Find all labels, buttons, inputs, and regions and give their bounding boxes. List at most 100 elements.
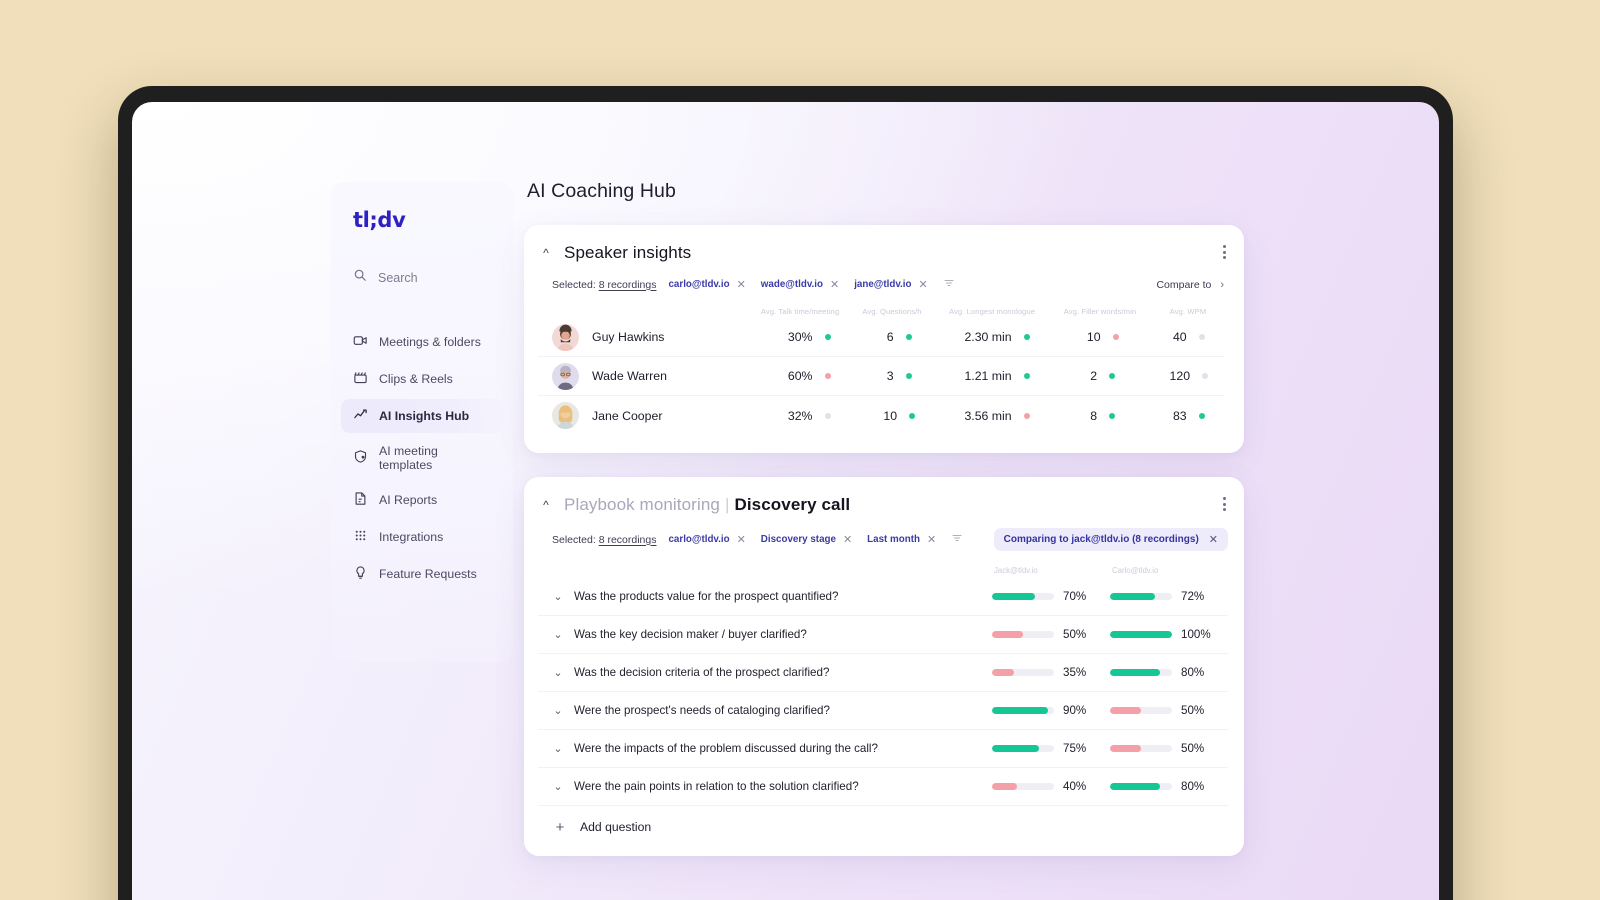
playbook-title-strong: Discovery call xyxy=(734,495,851,514)
column-header: Avg. Questions/h xyxy=(862,307,922,316)
sidebar-item-clips-reels[interactable]: Clips & Reels xyxy=(341,362,503,396)
list-item[interactable]: ⌄ Were the prospect's needs of catalogin… xyxy=(538,692,1228,730)
speaker-insights-column-headers: Avg. Talk time/meeting Avg. Questions/h … xyxy=(538,307,1224,316)
filter-chip-last-month[interactable]: Last month ✕ xyxy=(867,534,937,546)
chevron-right-icon: › xyxy=(1220,278,1224,291)
list-item[interactable]: ⌄ Was the products value for the prospec… xyxy=(538,578,1228,616)
progress-value-carlo: 50% xyxy=(1181,704,1205,717)
progress-bar-carlo xyxy=(1110,631,1172,638)
status-dot xyxy=(1023,334,1030,340)
progress-value-jack: 35% xyxy=(1063,666,1087,679)
comparing-to-badge[interactable]: Comparing to jack@tldv.io (8 recordings)… xyxy=(993,528,1228,551)
status-dot xyxy=(1023,373,1030,379)
sidebar-item-integrations[interactable]: Integrations xyxy=(341,520,503,554)
sidebar-item-ai-reports[interactable]: AI Reports xyxy=(341,483,503,517)
metric-wpm: 40 xyxy=(1172,330,1187,344)
search-icon xyxy=(353,268,367,287)
expand-chevron-down-icon[interactable]: ⌄ xyxy=(553,667,563,679)
main-content: AI Coaching Hub ^ Speaker insights Selec… xyxy=(524,180,1244,856)
collapse-chevron-up-icon[interactable]: ^ xyxy=(543,246,549,260)
grid-dots-icon xyxy=(353,528,368,546)
speaker-name: Jane Cooper xyxy=(592,408,663,423)
remove-chip-icon[interactable]: ✕ xyxy=(918,279,928,291)
selected-recordings-label: Selected: 8 recordings xyxy=(552,278,657,291)
sidebar-item-feature-requests[interactable]: Feature Requests xyxy=(341,557,503,591)
search-placeholder: Search xyxy=(378,270,418,285)
remove-chip-icon[interactable]: ✕ xyxy=(736,279,746,291)
speaker-insights-more-icon[interactable] xyxy=(1221,243,1228,261)
playbook-header: ^ Playbook monitoring | Discovery call xyxy=(538,495,1228,515)
list-item[interactable]: ⌄ Were the impacts of the problem discus… xyxy=(538,730,1228,768)
collapse-chevron-up-icon[interactable]: ^ xyxy=(543,498,549,512)
status-dot xyxy=(1198,412,1205,419)
expand-chevron-down-icon[interactable]: ⌄ xyxy=(553,591,563,603)
progress-value-jack: 75% xyxy=(1063,742,1087,755)
progress-value-carlo: 50% xyxy=(1181,742,1205,755)
playbook-more-icon[interactable] xyxy=(1221,495,1228,513)
progress-value-jack: 40% xyxy=(1063,780,1087,793)
column-header: Avg. Longest monologue xyxy=(948,307,1036,316)
list-item[interactable]: ⌄ Were the pain points in relation to th… xyxy=(538,768,1228,806)
selected-recordings-value: 8 recordings xyxy=(598,533,657,546)
compare-to-button[interactable]: Compare to › xyxy=(1156,279,1224,291)
page-title: AI Coaching Hub xyxy=(527,180,676,202)
remove-comparison-icon[interactable]: ✕ xyxy=(1208,534,1218,546)
expand-chevron-down-icon[interactable]: ⌄ xyxy=(553,743,563,755)
column-header: Carlo@tldv.io xyxy=(1112,566,1159,575)
report-icon xyxy=(353,491,368,509)
add-question-label: Add question xyxy=(580,820,652,834)
speaker-insights-title: Speaker insights xyxy=(564,243,692,262)
playbook-monitoring-card: ^ Playbook monitoring | Discovery call Sel… xyxy=(524,477,1244,856)
progress-value-carlo: 72% xyxy=(1181,590,1205,603)
filter-icon[interactable] xyxy=(951,532,963,547)
playbook-filters: Selected: 8 recordings carlo@tldv.io ✕ Di… xyxy=(552,528,1228,551)
progress-value-jack: 90% xyxy=(1063,704,1087,717)
status-dot xyxy=(909,412,916,419)
speaker-insights-card: ^ Speaker insights Selected: 8 recording… xyxy=(524,225,1244,453)
progress-value-carlo: 100% xyxy=(1181,628,1211,641)
list-item[interactable]: ⌄ Was the key decision maker / buyer cla… xyxy=(538,616,1228,654)
filter-icon[interactable] xyxy=(943,277,955,292)
expand-chevron-down-icon[interactable]: ⌄ xyxy=(553,781,563,793)
remove-chip-icon[interactable]: ✕ xyxy=(829,279,840,291)
progress-value-carlo: 80% xyxy=(1181,780,1205,793)
progress-bar-jack xyxy=(992,707,1054,714)
sidebar-item-meetings-folders[interactable]: Meetings & folders xyxy=(341,325,503,359)
progress-bar-carlo xyxy=(1110,707,1172,714)
sidebar-item-label: Integrations xyxy=(379,530,444,544)
progress-bar-jack xyxy=(992,669,1054,676)
table-row[interactable]: Jane Cooper 32% 10 3.56 min 8 83 xyxy=(538,396,1224,435)
speaker-insights-filters: Selected: 8 recordings carlo@tldv.io ✕ wa… xyxy=(552,276,1224,293)
filter-chip-jane[interactable]: jane@tldv.io ✕ xyxy=(854,279,928,291)
progress-bar-jack xyxy=(992,745,1054,752)
filter-chip-discovery-stage[interactable]: Discovery stage ✕ xyxy=(760,534,853,546)
sidebar-item-ai-insights-hub[interactable]: AI Insights Hub xyxy=(341,399,503,433)
table-row[interactable]: Guy Hawkins 30% 6 2.30 min 10 40 xyxy=(538,318,1224,357)
avatar xyxy=(552,362,579,390)
table-row[interactable]: Wade Warren 60% 3 1.21 min 2 120 xyxy=(538,357,1224,396)
question-text: Was the decision criteria of the prospec… xyxy=(574,666,830,679)
expand-chevron-down-icon[interactable]: ⌄ xyxy=(553,705,563,717)
metric-questions: 3 xyxy=(886,369,894,383)
metric-questions: 10 xyxy=(883,408,898,423)
filter-chip-carlo[interactable]: carlo@tldv.io ✕ xyxy=(668,279,746,291)
question-text: Was the key decision maker / buyer clari… xyxy=(574,628,807,641)
filter-chip-carlo[interactable]: carlo@tldv.io ✕ xyxy=(668,534,746,546)
sidebar-item-ai-meeting-templates[interactable]: AI meeting templates xyxy=(341,436,503,480)
lightbulb-icon xyxy=(353,565,368,583)
add-question-button[interactable]: + Add question xyxy=(538,806,1228,848)
filter-chip-wade[interactable]: wade@tldv.io ✕ xyxy=(760,279,840,291)
plus-icon: + xyxy=(555,818,565,836)
remove-chip-icon[interactable]: ✕ xyxy=(842,534,853,546)
progress-value-jack: 70% xyxy=(1063,590,1087,603)
progress-bar-carlo xyxy=(1110,745,1172,752)
status-dot xyxy=(1109,412,1116,419)
remove-chip-icon[interactable]: ✕ xyxy=(926,534,937,546)
status-dot xyxy=(824,373,831,379)
metric-filler-words: 10 xyxy=(1086,330,1101,344)
list-item[interactable]: ⌄ Was the decision criteria of the prosp… xyxy=(538,654,1228,692)
expand-chevron-down-icon[interactable]: ⌄ xyxy=(553,629,563,641)
search-input[interactable]: Search xyxy=(331,268,513,287)
remove-chip-icon[interactable]: ✕ xyxy=(736,534,746,546)
brand-logo[interactable]: tl;dv xyxy=(353,208,406,232)
